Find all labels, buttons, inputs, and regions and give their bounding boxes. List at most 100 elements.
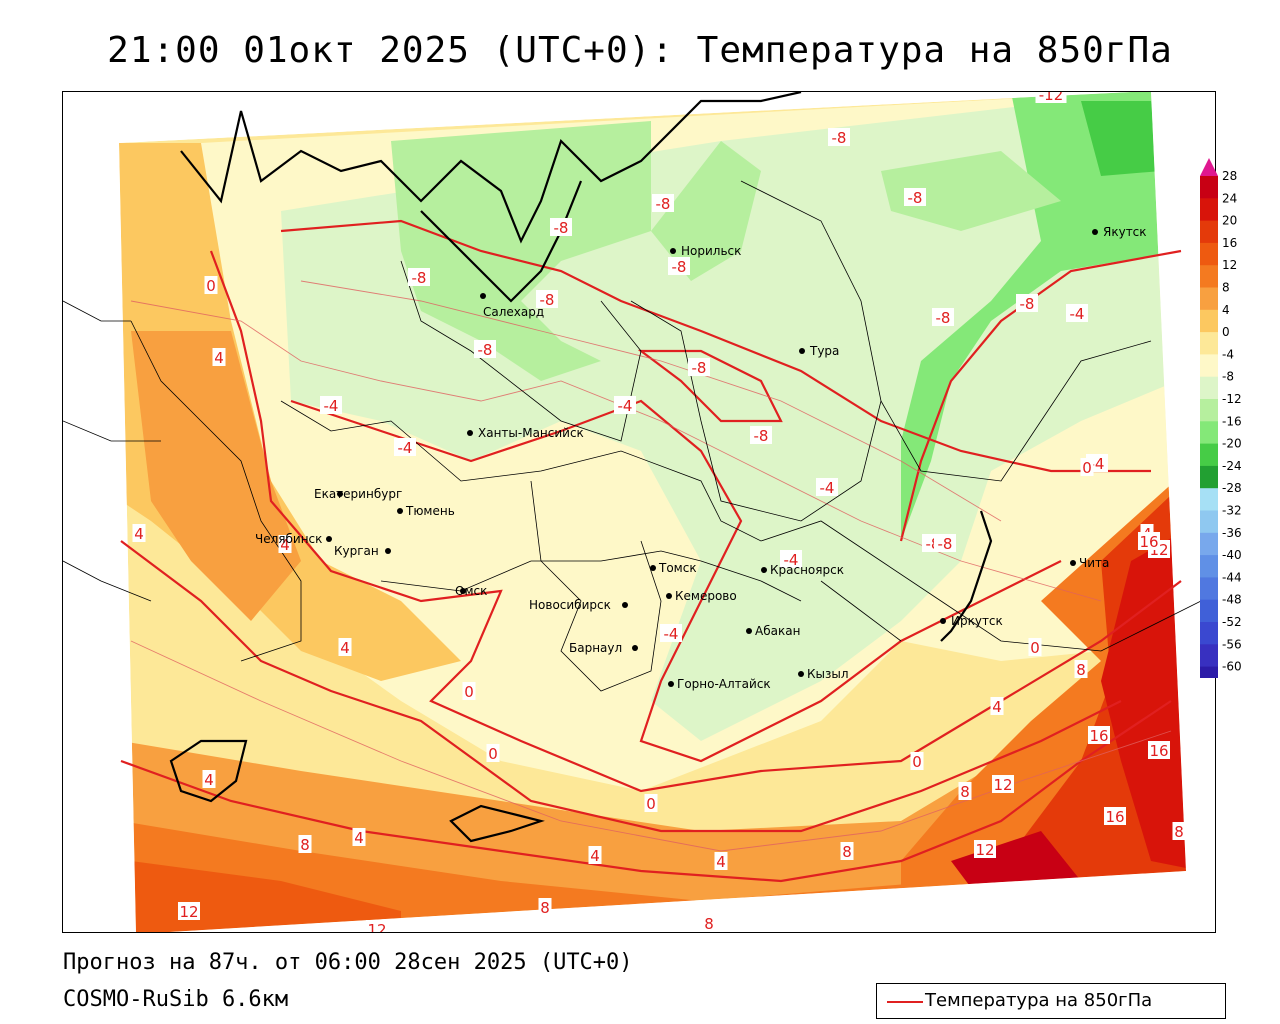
colorbar-swatch xyxy=(1200,242,1218,266)
isotherm-label: -4 xyxy=(816,478,838,497)
city-marker: Якутск xyxy=(1092,225,1147,239)
isotherm-label: -8 xyxy=(688,358,710,377)
isotherm-value: 8 xyxy=(1076,661,1086,679)
isotherm-value: -8 xyxy=(692,359,707,377)
isotherm-label: 8 xyxy=(1172,822,1186,841)
map-title: 21:00 01окт 2025 (UTC+0): Температура на… xyxy=(107,30,1173,71)
legend-box: Температура на 850гПа xyxy=(876,983,1226,1019)
colorbar-tick-label: 4 xyxy=(1222,303,1230,317)
isotherm-label: 8 xyxy=(1074,660,1088,679)
isotherm-label: 12 xyxy=(974,840,996,859)
city-dot xyxy=(337,491,343,497)
isotherm-value: 12 xyxy=(975,841,994,859)
colorbar-swatch xyxy=(1200,488,1218,511)
city-dot xyxy=(670,248,676,254)
isotherm-label: 8 xyxy=(298,835,312,854)
isotherm-value: 0 xyxy=(1082,459,1092,477)
city-dot xyxy=(1070,560,1076,566)
city-marker: Кызыл xyxy=(798,667,849,681)
isotherm-label: 4 xyxy=(278,535,292,554)
legend-line-sample xyxy=(887,1001,923,1003)
isotherm-label: -4 xyxy=(1066,304,1088,323)
city-dot xyxy=(746,628,752,634)
isotherm-label: -8 xyxy=(408,268,430,287)
isotherm-value: -4 xyxy=(784,551,799,569)
city-dot xyxy=(798,671,804,677)
isotherm-value: 4 xyxy=(134,525,144,543)
colorbar-tick-label: 24 xyxy=(1222,191,1237,205)
isotherm-value: -8 xyxy=(832,129,847,147)
isotherm-label: 12 xyxy=(992,775,1014,794)
isotherm-value: 4 xyxy=(992,698,1002,716)
city-name: Иркутск xyxy=(951,614,1003,628)
isotherm-label: -4 xyxy=(320,396,342,415)
city-marker: Норильск xyxy=(670,244,741,258)
isotherm-value: 8 xyxy=(704,915,714,933)
colorbar-tick-label: -28 xyxy=(1222,481,1242,495)
isotherm-value: 8 xyxy=(1174,823,1184,841)
isotherm-value: 16 xyxy=(1149,742,1168,760)
forecast-info: Прогноз на 87ч. от 06:00 28сен 2025 (UTC… xyxy=(63,950,633,975)
isotherm-label: 0 xyxy=(644,794,658,813)
isotherm-label: -8 xyxy=(904,188,926,207)
city-dot xyxy=(799,348,805,354)
colorbar-tick-label: -12 xyxy=(1222,392,1242,406)
colorbar-swatch xyxy=(1200,666,1218,678)
city-name: Якутск xyxy=(1103,225,1147,239)
isotherm-value: 12 xyxy=(367,921,386,933)
city-marker: Чита xyxy=(1070,556,1109,570)
isotherm-value: 8 xyxy=(842,843,852,861)
isotherm-value: -8 xyxy=(672,258,687,276)
colorbar-tick-label: 8 xyxy=(1222,281,1230,295)
isotherm-label: -8 xyxy=(932,308,954,327)
colorbar-tick-label: -8 xyxy=(1222,370,1234,384)
colorbar-swatch xyxy=(1200,376,1218,400)
colorbar-tick-label: -36 xyxy=(1222,526,1242,540)
isotherm-value: -8 xyxy=(540,291,555,309)
city-marker: Екатеринбург xyxy=(314,487,402,501)
isotherm-label: 12 xyxy=(366,920,388,933)
isotherm-value: 4 xyxy=(204,771,214,789)
colorbar-swatch xyxy=(1200,599,1218,623)
city-dot xyxy=(460,588,466,594)
city-marker: Челябинск xyxy=(255,532,332,546)
isotherm-value: -4 xyxy=(664,625,679,643)
colorbar-tick-label: -4 xyxy=(1222,347,1234,361)
isotherm-value: -4 xyxy=(618,397,633,415)
city-marker: Горно-Алтайск xyxy=(668,677,771,691)
city-name: Курган xyxy=(334,544,379,558)
colorbar-swatch xyxy=(1200,577,1218,601)
isotherm-value: -8 xyxy=(554,219,569,237)
isotherm-value: -4 xyxy=(398,439,413,457)
city-marker: Тура xyxy=(799,344,839,358)
city-name: Норильск xyxy=(681,244,741,258)
colorbar-swatch xyxy=(1200,532,1218,556)
city-marker: Курган xyxy=(334,544,391,558)
isotherm-label: 4 xyxy=(338,638,352,657)
isotherm-label: 0 xyxy=(1028,638,1042,657)
model-name: COSMO-RuSib 6.6км xyxy=(63,987,289,1012)
isotherm-value: 0 xyxy=(646,795,656,813)
isotherm-value: 16 xyxy=(1105,808,1124,826)
isotherm-value: 4 xyxy=(590,847,600,865)
colorbar-swatch xyxy=(1200,443,1218,467)
city-name: Горно-Алтайск xyxy=(677,677,771,691)
city-dot xyxy=(397,508,403,514)
colorbar-tick-label: -52 xyxy=(1222,615,1242,629)
city-marker: Тюмень xyxy=(397,504,455,518)
city-dot xyxy=(940,618,946,624)
isotherm-value: 0 xyxy=(464,683,474,701)
colorbar-swatch xyxy=(1200,332,1218,355)
city-name: Тура xyxy=(809,344,839,358)
isotherm-value: 8 xyxy=(960,783,970,801)
city-dot xyxy=(326,536,332,542)
colorbar-tick-label: -32 xyxy=(1222,504,1242,518)
isotherm-value: 0 xyxy=(488,745,498,763)
city-name: Челябинск xyxy=(255,532,322,546)
isotherm-label: 16 xyxy=(1138,532,1160,551)
isotherm-label: -4 xyxy=(660,624,682,643)
isotherm-value: 4 xyxy=(354,829,364,847)
city-marker: Омск xyxy=(455,584,487,598)
city-marker: Новосибирск xyxy=(529,598,628,612)
city-name: Чита xyxy=(1079,556,1109,570)
